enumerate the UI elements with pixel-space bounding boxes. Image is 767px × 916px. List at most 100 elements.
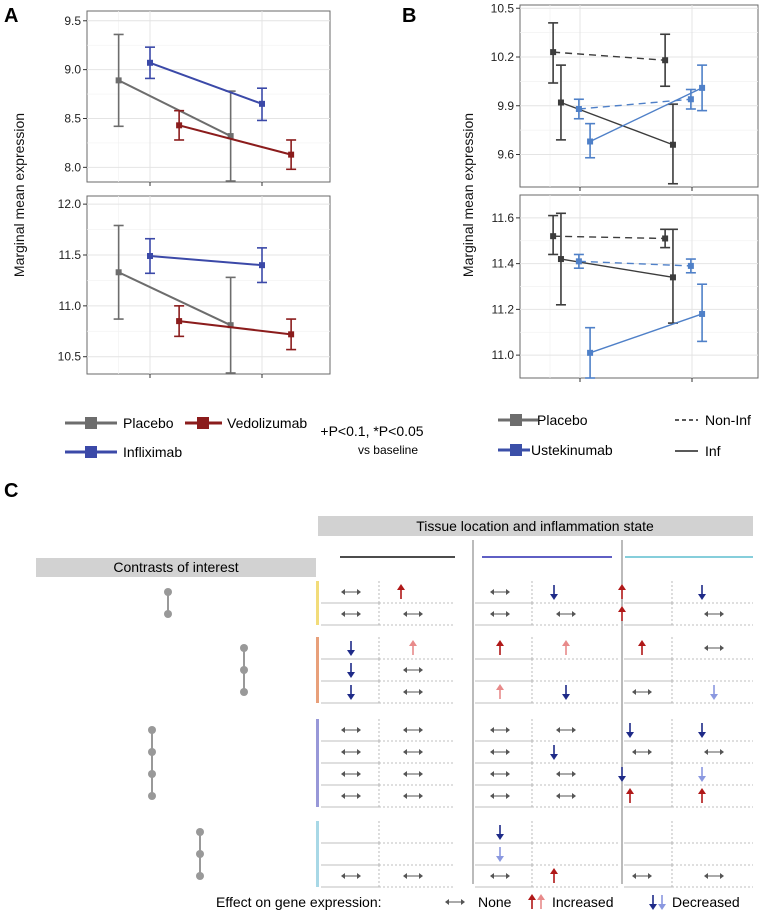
table-cell: [550, 585, 558, 600]
data-point: [115, 269, 122, 276]
y-tick-label: 9.0: [64, 63, 81, 77]
arrow-head: [419, 727, 423, 733]
none-arrow-icon: [556, 771, 576, 777]
arrow-head: [506, 727, 510, 733]
y-axis-label-b: Marginal mean expression: [460, 113, 476, 277]
table-row: [321, 603, 753, 626]
none-arrow-icon: [632, 749, 652, 755]
legend-placebo-b: Placebo: [498, 412, 588, 428]
arrow-head: [648, 873, 652, 879]
arrow-head: [403, 771, 407, 777]
contrasts-header-bar: [36, 558, 316, 577]
table-cell: [341, 771, 361, 777]
arrow-head: [341, 589, 345, 595]
arrow-head: [556, 727, 560, 733]
table-cell: [618, 584, 626, 599]
arrow-head: [496, 684, 504, 690]
arrow-head: [648, 749, 652, 755]
contrast-group-0: [164, 581, 753, 626]
y-tick-label: 11.5: [59, 248, 82, 262]
series-line: [118, 271, 232, 327]
decreased-arrow-icon: [550, 745, 558, 760]
data-point: [687, 262, 694, 269]
chart-1: 10.5 11.0 11.5 12.0: [58, 195, 331, 378]
table-cell: [403, 749, 423, 755]
arrow-head: [698, 732, 706, 738]
decreased-arrow-icon: [496, 847, 504, 862]
data-point: [699, 84, 706, 91]
series-placebo: [113, 224, 236, 374]
decreased-arrow-icon: [347, 685, 355, 700]
data-point: [550, 233, 557, 240]
legend-placebo-label: Placebo: [123, 415, 174, 431]
series-line: [589, 313, 703, 354]
arrow-head: [496, 834, 504, 840]
arrow-head: [357, 611, 361, 617]
data-point: [147, 253, 153, 260]
arrow-head: [419, 771, 423, 777]
group-color-bar: [316, 821, 319, 887]
increased-arrow-icon: [626, 788, 634, 803]
chart-0: 8.0 8.5 9.0 9.5: [64, 10, 331, 186]
y-tick-label: 8.5: [64, 111, 81, 125]
none-arrow-icon: [704, 873, 724, 879]
none-arrow-icon: [403, 749, 423, 755]
arrow-head: [496, 856, 504, 862]
arrow-head: [720, 873, 724, 879]
arrow-head: [720, 645, 724, 651]
effect-legend-none: None: [478, 894, 512, 910]
arrow-head: [490, 771, 494, 777]
data-point: [669, 274, 676, 281]
arrow-head: [550, 868, 558, 874]
legend-none-arrow-icon: [445, 899, 465, 905]
data-point: [587, 349, 594, 356]
y-tick-label: 11.0: [492, 348, 515, 362]
arrow-head: [506, 749, 510, 755]
arrow-head: [506, 793, 510, 799]
arrow-head: [698, 594, 706, 600]
arrow-head: [698, 788, 706, 794]
decreased-arrow-icon: [618, 767, 626, 782]
group-dot: [240, 644, 248, 652]
arrow-head: [626, 732, 634, 738]
arrow-head: [638, 640, 646, 646]
arrow-head: [403, 873, 407, 879]
panel-c-table: Tissue location and inflammation state C…: [36, 516, 753, 888]
table-row: [321, 865, 753, 888]
table-cell: [698, 585, 706, 600]
legend-infliximab-label: Infliximab: [123, 444, 182, 460]
none-arrow-icon: [704, 645, 724, 651]
arrow-head: [572, 727, 576, 733]
arrow-head: [490, 873, 494, 879]
y-tick-label: 11.4: [492, 257, 515, 271]
table-cell: [347, 641, 355, 656]
table-row: [321, 821, 753, 844]
arrow-head: [506, 771, 510, 777]
table-cell: [341, 727, 361, 733]
table-cell: [550, 745, 558, 760]
arrow-head: [357, 749, 361, 755]
table-cell: [704, 645, 724, 651]
none-arrow-icon: [341, 873, 361, 879]
series-placebo-inf: [555, 212, 678, 324]
table-cell: [347, 685, 355, 700]
data-point: [550, 49, 557, 56]
none-arrow-icon: [556, 793, 576, 799]
data-point: [259, 100, 265, 107]
arrow-head: [626, 788, 634, 794]
arrow-head: [357, 771, 361, 777]
legend-a: Placebo Vedolizumab Infliximab: [65, 415, 307, 460]
series-placebo-non-inf: [548, 22, 671, 88]
decreased-arrow-icon: [347, 641, 355, 656]
arrow-head: [403, 611, 407, 617]
decreased-arrow-icon: [698, 767, 706, 782]
group-color-bar: [316, 637, 319, 703]
panel-letter-a: A: [4, 5, 18, 27]
table-cell: [698, 788, 706, 803]
table-cell: [638, 640, 646, 655]
table-cell: [403, 611, 423, 617]
none-arrow-icon: [490, 771, 510, 777]
table-row: [321, 719, 753, 742]
arrow-head: [556, 793, 560, 799]
y-tick-label: 10.5: [58, 350, 82, 364]
